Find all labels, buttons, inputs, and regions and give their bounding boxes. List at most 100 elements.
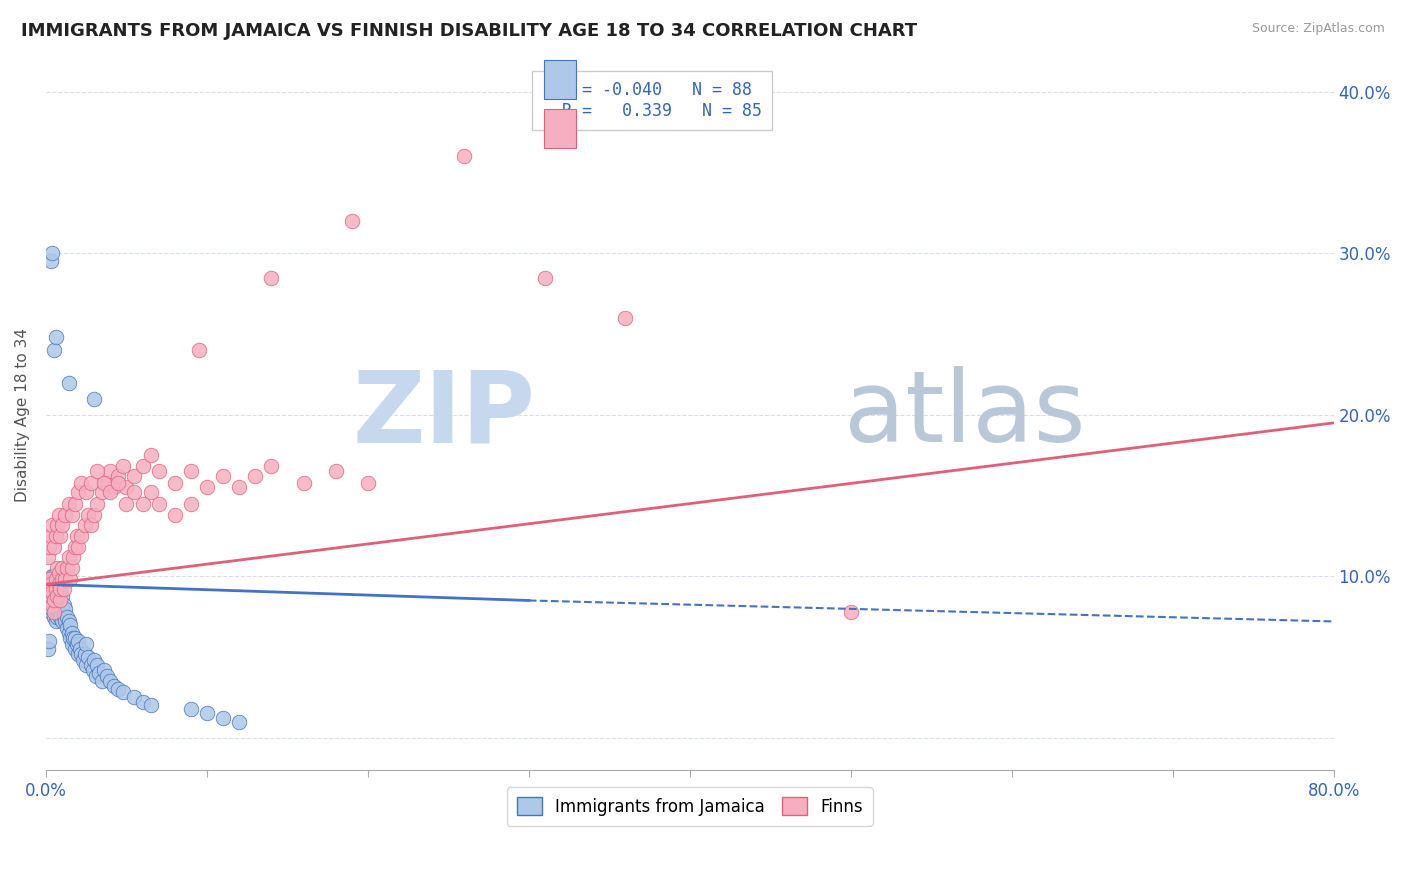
Point (52, 609, 75, 624)
Point (51, 601, 73, 615)
Point (75, 658, 97, 673)
Point (39, 577, 62, 591)
Point (124, 485, 146, 500)
Point (41, 577, 63, 591)
Point (67, 485, 90, 500)
Point (45, 601, 67, 615)
Point (131, 695, 153, 709)
Point (70, 529, 93, 543)
Point (163, 475, 186, 490)
Point (80, 475, 103, 490)
Point (340, 214, 363, 228)
Point (58, 549, 80, 564)
Point (212, 469, 235, 483)
Point (73, 647, 96, 661)
Point (60, 561, 83, 575)
Point (46, 517, 69, 532)
Point (41, 601, 63, 615)
Point (148, 464, 170, 478)
Point (53, 615, 76, 629)
Point (91, 674, 114, 689)
Point (39, 582, 62, 597)
Point (83, 392, 105, 406)
Point (42, 569, 65, 583)
Point (614, 310, 637, 325)
Point (46, 585, 69, 599)
Point (39, 605, 62, 619)
Point (42, 540, 65, 554)
Point (48, 582, 70, 597)
Point (49, 609, 72, 624)
Text: IMMIGRANTS FROM JAMAICA VS FINNISH DISABILITY AGE 18 TO 34 CORRELATION CHART: IMMIGRANTS FROM JAMAICA VS FINNISH DISAB… (21, 22, 917, 40)
Point (80, 658, 103, 673)
Point (38, 599, 60, 613)
Y-axis label: Disability Age 18 to 34: Disability Age 18 to 34 (15, 327, 30, 502)
Point (58, 497, 80, 511)
Point (180, 497, 202, 511)
Point (86, 658, 108, 673)
Point (228, 714, 250, 729)
Point (82, 663, 104, 677)
Point (37, 593, 59, 607)
Point (41, 589, 63, 603)
Point (107, 475, 129, 490)
Point (103, 679, 125, 693)
Point (41, 585, 63, 599)
Point (453, 149, 475, 163)
Point (67, 633, 90, 648)
Point (52, 599, 75, 613)
Point (65, 529, 87, 543)
Point (52, 582, 75, 597)
Point (65, 637, 87, 651)
Point (48, 593, 70, 607)
Point (260, 270, 283, 285)
Point (131, 459, 153, 474)
Point (107, 469, 129, 483)
Point (187, 343, 209, 358)
Point (49, 582, 72, 597)
Point (180, 701, 202, 715)
Point (51, 561, 73, 575)
Point (41, 517, 63, 532)
Point (60, 625, 83, 640)
Point (98, 464, 121, 478)
Point (48, 577, 70, 591)
Point (75, 485, 97, 500)
Point (37, 641, 59, 656)
Text: R = -0.040   N = 88
  R =   0.339   N = 85: R = -0.040 N = 88 R = 0.339 N = 85 (541, 81, 762, 120)
Point (41, 246, 63, 260)
Point (93, 475, 115, 490)
Point (49, 585, 72, 599)
Text: atlas: atlas (845, 367, 1085, 463)
Point (49, 593, 72, 607)
Point (41, 599, 63, 613)
Point (91, 485, 114, 500)
Point (107, 682, 129, 697)
Point (131, 497, 153, 511)
Point (42, 343, 65, 358)
Point (51, 517, 73, 532)
Point (37, 549, 59, 564)
Point (139, 485, 162, 500)
Point (534, 270, 557, 285)
Point (63, 497, 86, 511)
Point (139, 448, 162, 462)
Point (42, 589, 65, 603)
Point (115, 497, 138, 511)
Point (39, 573, 62, 587)
Point (96, 475, 118, 490)
Point (292, 475, 315, 490)
Point (51, 573, 73, 587)
Point (63, 641, 86, 656)
Point (96, 669, 118, 683)
Point (38, 589, 60, 603)
Point (357, 475, 380, 490)
Point (38, 573, 60, 587)
Point (38, 582, 60, 597)
Point (86, 464, 108, 478)
Point (73, 517, 96, 532)
Point (53, 601, 76, 615)
Point (67, 540, 90, 554)
Point (45, 529, 67, 543)
FancyBboxPatch shape (544, 60, 576, 99)
